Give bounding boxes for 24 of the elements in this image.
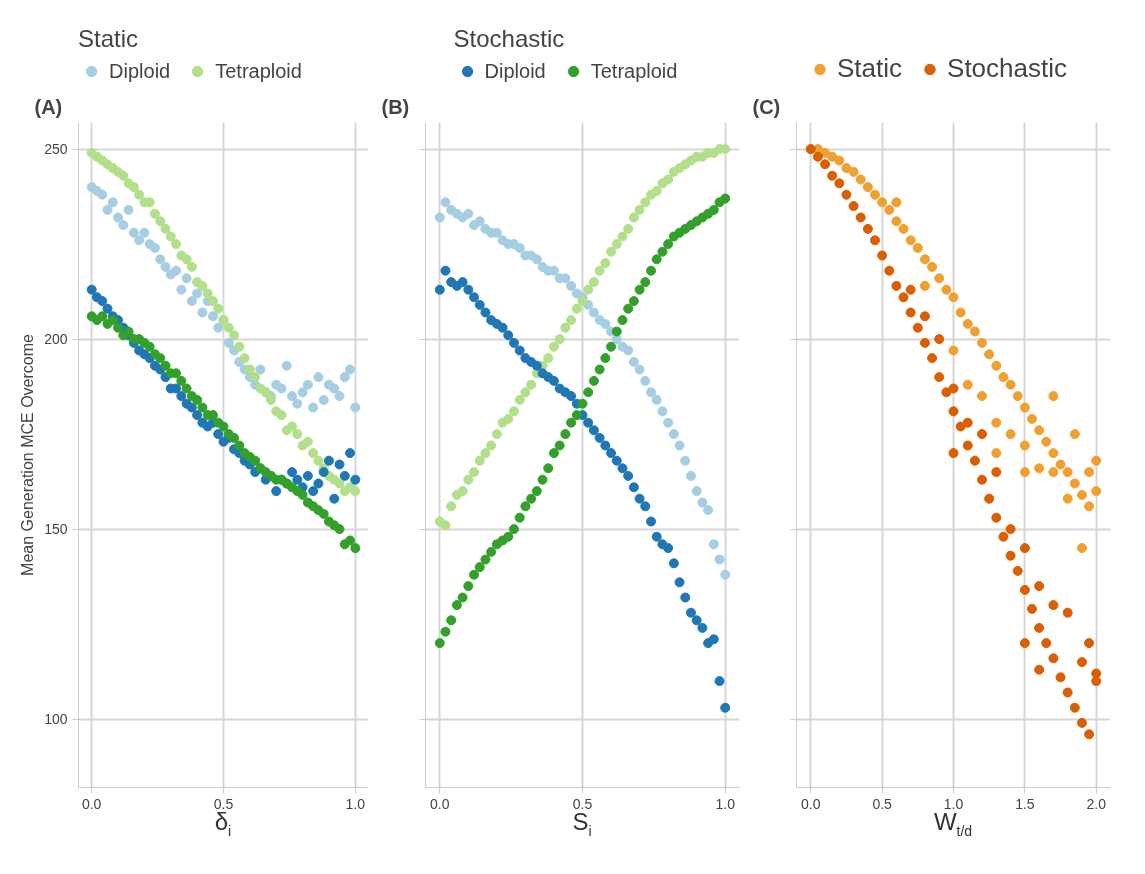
- x-tick-label: 0.0: [430, 795, 450, 812]
- legend-title: Static: [78, 25, 140, 53]
- y-tick-label: 150: [44, 521, 68, 538]
- legend-label: Tetraploid: [590, 59, 678, 83]
- x-tick-label: 1.0: [345, 795, 366, 812]
- x-tick-label: 0.0: [81, 795, 102, 812]
- y-tick-label: 250: [44, 141, 68, 158]
- text: (B): [381, 95, 410, 118]
- legend-label: Static: [837, 53, 903, 84]
- text: (A): [34, 95, 63, 118]
- x-tick-label: 0.0: [801, 795, 821, 812]
- text: (C): [752, 95, 781, 118]
- legend-label: Diploid: [484, 59, 546, 83]
- y-axis-title: Mean Generation MCE Overcome: [19, 333, 37, 576]
- legend-label: Tetraploid: [215, 59, 302, 83]
- legend-label: Stochastic: [947, 53, 1067, 84]
- x-tick-label: 1.5: [1015, 795, 1035, 812]
- x-tick-label: 1.0: [715, 795, 736, 812]
- y-tick-label: 200: [44, 331, 68, 348]
- x-tick-label: 2.0: [1086, 795, 1107, 812]
- legend-title: Stochastic: [453, 25, 566, 53]
- legend-label: Diploid: [109, 59, 171, 83]
- x-tick-label: 0.5: [872, 795, 893, 812]
- y-tick-label: 100: [44, 711, 68, 728]
